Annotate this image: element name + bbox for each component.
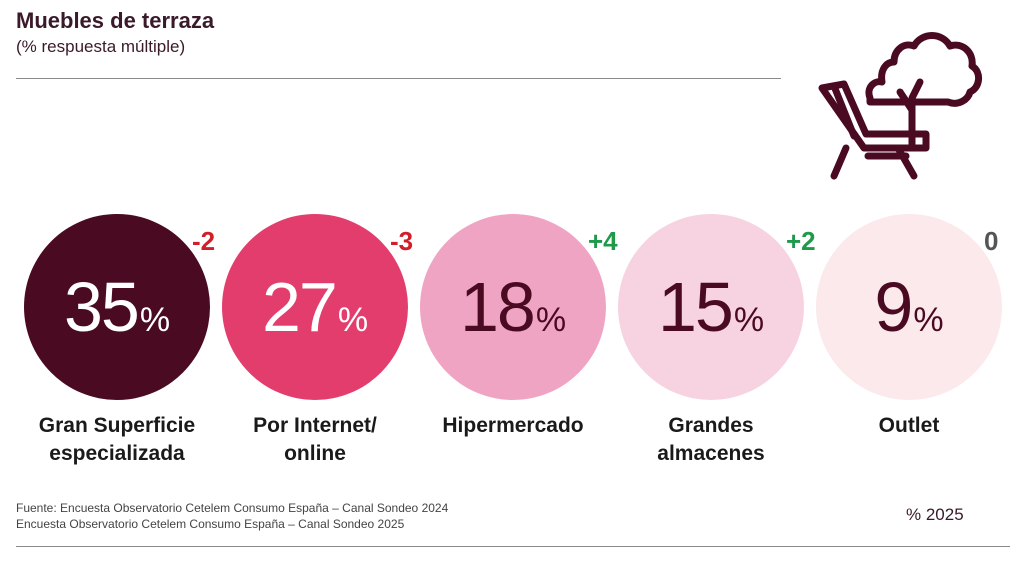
bubble-delta: +2 bbox=[786, 226, 816, 256]
bubble-value: 35 bbox=[63, 268, 140, 346]
bubble-label: Por Internet/online bbox=[210, 412, 420, 468]
bubble-label: Outlet bbox=[804, 412, 1014, 440]
source-note: Fuente: Encuesta Observatorio Cetelem Co… bbox=[16, 500, 448, 532]
terrace-chair-tree-icon bbox=[818, 32, 982, 180]
bubble-value: 18 bbox=[459, 268, 536, 346]
bubble-value: 9 bbox=[874, 268, 913, 346]
bubble-percent-sign: % bbox=[535, 301, 567, 339]
bubble-4: 15% bbox=[618, 214, 804, 400]
bubble-percent-sign: % bbox=[337, 301, 369, 339]
bubble-delta: -2 bbox=[192, 226, 216, 256]
bubble-value: 27 bbox=[261, 268, 338, 346]
bubble-label: Grandes almacenes bbox=[606, 412, 816, 468]
bubble-percent-sign: % bbox=[733, 301, 765, 339]
bubble-label-line-1: Gran Superficie bbox=[38, 414, 196, 437]
top-divider bbox=[16, 78, 781, 79]
bubble-percent-sign: % bbox=[139, 301, 171, 339]
bubble-5: 9% bbox=[816, 214, 1002, 400]
bubble-delta: -3 bbox=[390, 226, 414, 256]
bubble-label-line-1: Outlet bbox=[878, 414, 940, 437]
bubble-label-line-2: online bbox=[284, 442, 346, 465]
bubble-delta: +4 bbox=[588, 226, 618, 256]
bubble-label-line-1: Por Internet/ bbox=[253, 414, 377, 437]
source-line-1: Fuente: Encuesta Observatorio Cetelem Co… bbox=[16, 501, 449, 515]
chart-subtitle: (% respuesta múltiple) bbox=[16, 37, 186, 56]
chart-title: Muebles de terraza bbox=[16, 8, 215, 33]
bubble-1: 35% bbox=[24, 214, 210, 400]
bubble-value: 15 bbox=[657, 268, 734, 346]
bottom-divider bbox=[16, 546, 1010, 547]
bubble-delta: 0 bbox=[984, 226, 999, 256]
bubble-2: 27% bbox=[222, 214, 408, 400]
bubble-label: Gran Superficie especializada bbox=[12, 412, 222, 468]
source-line-2: Encuesta Observatorio Cetelem Consumo Es… bbox=[16, 517, 405, 531]
bubble-label-line-2: almacenes bbox=[657, 442, 765, 465]
bubble-3: 18% bbox=[420, 214, 606, 400]
legend-label: % 2025 bbox=[906, 505, 964, 524]
bubble-label-line-2: especializada bbox=[49, 442, 185, 465]
bubble-label-line-1: Grandes bbox=[668, 414, 754, 437]
bubble-percent-sign: % bbox=[913, 301, 944, 339]
bubble-label-line-1: Hipermercado bbox=[442, 414, 584, 437]
bubble-label: Hipermercado bbox=[408, 412, 618, 440]
